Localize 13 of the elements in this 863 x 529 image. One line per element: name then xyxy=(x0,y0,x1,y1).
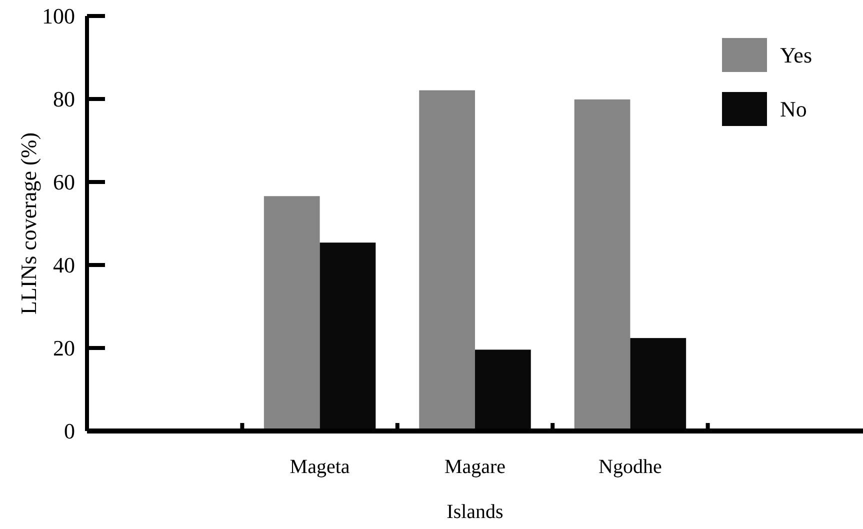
x-tick-label: Magare xyxy=(444,456,506,478)
y-tick-label: 0 xyxy=(64,418,75,444)
y-tick-label: 20 xyxy=(53,336,75,361)
legend-label: Yes xyxy=(780,42,812,68)
x-tick-label: Mageta xyxy=(290,456,350,478)
y-tick-label: 80 xyxy=(53,86,75,112)
y-tick-label: 100 xyxy=(42,4,75,29)
x-tick-label: Ngodhe xyxy=(598,456,662,478)
y-tick-label: 40 xyxy=(53,252,75,278)
y-tick-label: 60 xyxy=(53,170,75,195)
legend-label: No xyxy=(780,96,807,122)
x-axis-title: Islands xyxy=(446,501,504,523)
y-axis-title: LLINs coverage (%) xyxy=(16,132,41,315)
